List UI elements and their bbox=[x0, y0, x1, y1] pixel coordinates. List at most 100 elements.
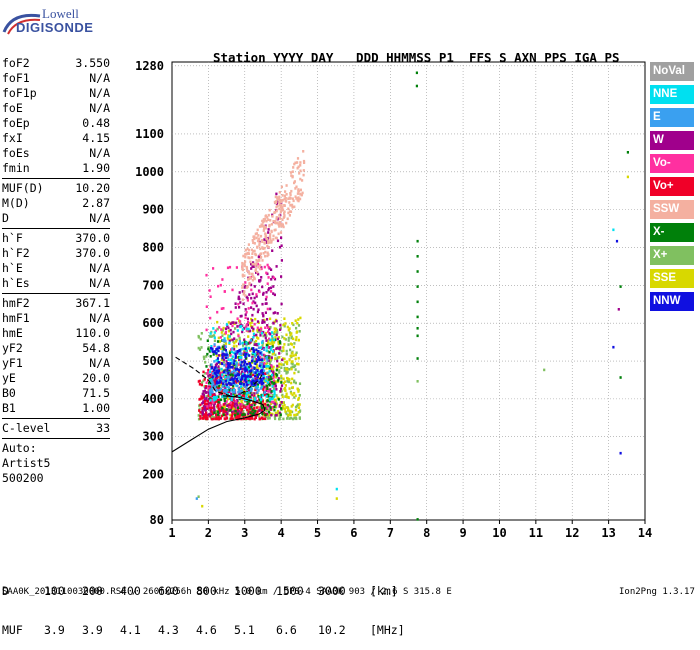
echo-point-e bbox=[261, 366, 264, 370]
echo-point-ssw bbox=[288, 201, 291, 204]
echo-point-e bbox=[266, 371, 269, 375]
echo-point-x bbox=[293, 342, 296, 345]
echo-point-ssw bbox=[302, 150, 305, 153]
echo-point-e bbox=[239, 360, 242, 364]
echo-point-x bbox=[204, 372, 207, 375]
echo-point-nne bbox=[245, 349, 248, 352]
echo-point-ssw bbox=[259, 247, 262, 251]
echo-point-e bbox=[257, 379, 260, 382]
distance-value: 200 bbox=[82, 584, 103, 598]
echo-point-vo bbox=[225, 400, 228, 403]
echo-point-vo bbox=[237, 302, 240, 306]
y-tick-label: 80 bbox=[150, 513, 164, 527]
echo-point-x bbox=[291, 365, 294, 369]
echo-point-ssw bbox=[289, 171, 293, 174]
echo-point-x bbox=[275, 394, 278, 397]
echo-point-vo bbox=[270, 364, 273, 368]
echo-point-nne bbox=[220, 378, 223, 381]
echo-point-ssw bbox=[251, 262, 254, 266]
echo-point-vo bbox=[220, 392, 224, 396]
echo-point-sse bbox=[288, 378, 291, 381]
echo-point-vo bbox=[244, 281, 247, 284]
echo-point-w bbox=[278, 411, 281, 415]
echo-point-ssw bbox=[283, 214, 286, 217]
echo-point-sse bbox=[284, 395, 288, 398]
echo-point-w bbox=[252, 261, 255, 264]
echo-point-ssw bbox=[292, 166, 295, 169]
echo-point-nnw bbox=[227, 363, 230, 367]
echo-point-nnw bbox=[243, 373, 246, 377]
echo-point-e bbox=[223, 388, 226, 392]
echo-point-nne bbox=[270, 373, 274, 377]
echo-point-nne bbox=[265, 395, 268, 398]
echo-point-nnw bbox=[215, 380, 218, 384]
echo-point-vo bbox=[198, 409, 201, 412]
echo-point-sse bbox=[288, 327, 291, 330]
echo-point-x bbox=[273, 405, 276, 409]
echo-point-nne bbox=[247, 368, 250, 371]
sparse-echo-point bbox=[201, 504, 204, 508]
echo-point-x bbox=[249, 411, 252, 414]
echo-point-vo bbox=[203, 400, 207, 403]
echo-point-x bbox=[295, 326, 298, 330]
echo-point-w bbox=[243, 338, 246, 342]
echo-point-ssw bbox=[276, 198, 279, 201]
echo-point-vo bbox=[216, 417, 219, 421]
echo-point-sse bbox=[252, 329, 255, 333]
echo-point-x bbox=[256, 382, 260, 386]
echo-point-nne bbox=[238, 352, 241, 356]
echo-point-x bbox=[271, 393, 274, 397]
sparse-echo-point bbox=[416, 255, 419, 258]
echo-point-vo bbox=[205, 411, 208, 415]
echo-point-e bbox=[234, 370, 237, 373]
echo-point-sse bbox=[250, 321, 253, 324]
echo-point-ssw bbox=[276, 204, 279, 208]
echo-point-vo bbox=[246, 408, 249, 412]
echo-point-sse bbox=[282, 406, 285, 410]
echo-point-sse bbox=[269, 317, 272, 321]
echo-point-nnw bbox=[252, 349, 255, 352]
echo-point-ssw bbox=[291, 170, 294, 173]
param-value: N/A bbox=[89, 101, 110, 115]
echo-point-w bbox=[259, 395, 263, 399]
echo-point-nnw bbox=[210, 346, 213, 350]
param-name: foF1p bbox=[2, 86, 37, 100]
echo-point-vo bbox=[245, 329, 248, 332]
echo-point-x bbox=[261, 371, 264, 374]
echo-point-nne bbox=[210, 378, 213, 381]
echo-point-vo bbox=[265, 295, 268, 299]
echo-point-w bbox=[224, 386, 227, 390]
echo-point-w bbox=[250, 306, 253, 309]
echo-point-e bbox=[234, 350, 237, 353]
echo-point-vo bbox=[208, 289, 211, 292]
echo-point-vo bbox=[219, 404, 222, 407]
echo-point-x bbox=[267, 408, 270, 411]
echo-point-nnw bbox=[221, 353, 224, 357]
echo-point-nne bbox=[251, 351, 254, 355]
version-label: Ion2Png 1.3.17 bbox=[619, 587, 695, 597]
echo-point-sse bbox=[235, 340, 238, 343]
echo-point-e bbox=[266, 359, 269, 362]
echo-point-vo bbox=[252, 401, 255, 404]
echo-point-ssw bbox=[285, 184, 288, 187]
logo-text-digisonde: DIGISONDE bbox=[16, 20, 94, 35]
echo-point-vo bbox=[215, 413, 218, 416]
echo-point-w bbox=[202, 405, 205, 408]
echo-point-w bbox=[243, 342, 246, 346]
echo-point-ssw bbox=[293, 181, 296, 185]
echo-point-sse bbox=[232, 406, 235, 409]
echo-point-ssw bbox=[295, 197, 298, 200]
echo-point-nnw bbox=[255, 348, 258, 352]
echo-point-w bbox=[241, 330, 244, 334]
echo-point-w bbox=[243, 351, 246, 355]
echo-point-sse bbox=[224, 342, 228, 345]
echo-point-w bbox=[268, 327, 271, 331]
echo-point-vo bbox=[253, 417, 256, 421]
echo-point-w bbox=[260, 266, 263, 269]
echo-point-x bbox=[206, 352, 209, 356]
echo-point-sse bbox=[273, 327, 276, 330]
distance-unit: [km] bbox=[370, 584, 398, 598]
muf-value: 3.9 bbox=[82, 623, 103, 637]
echo-point-ssw bbox=[283, 194, 286, 198]
echo-point-nne bbox=[220, 367, 223, 371]
